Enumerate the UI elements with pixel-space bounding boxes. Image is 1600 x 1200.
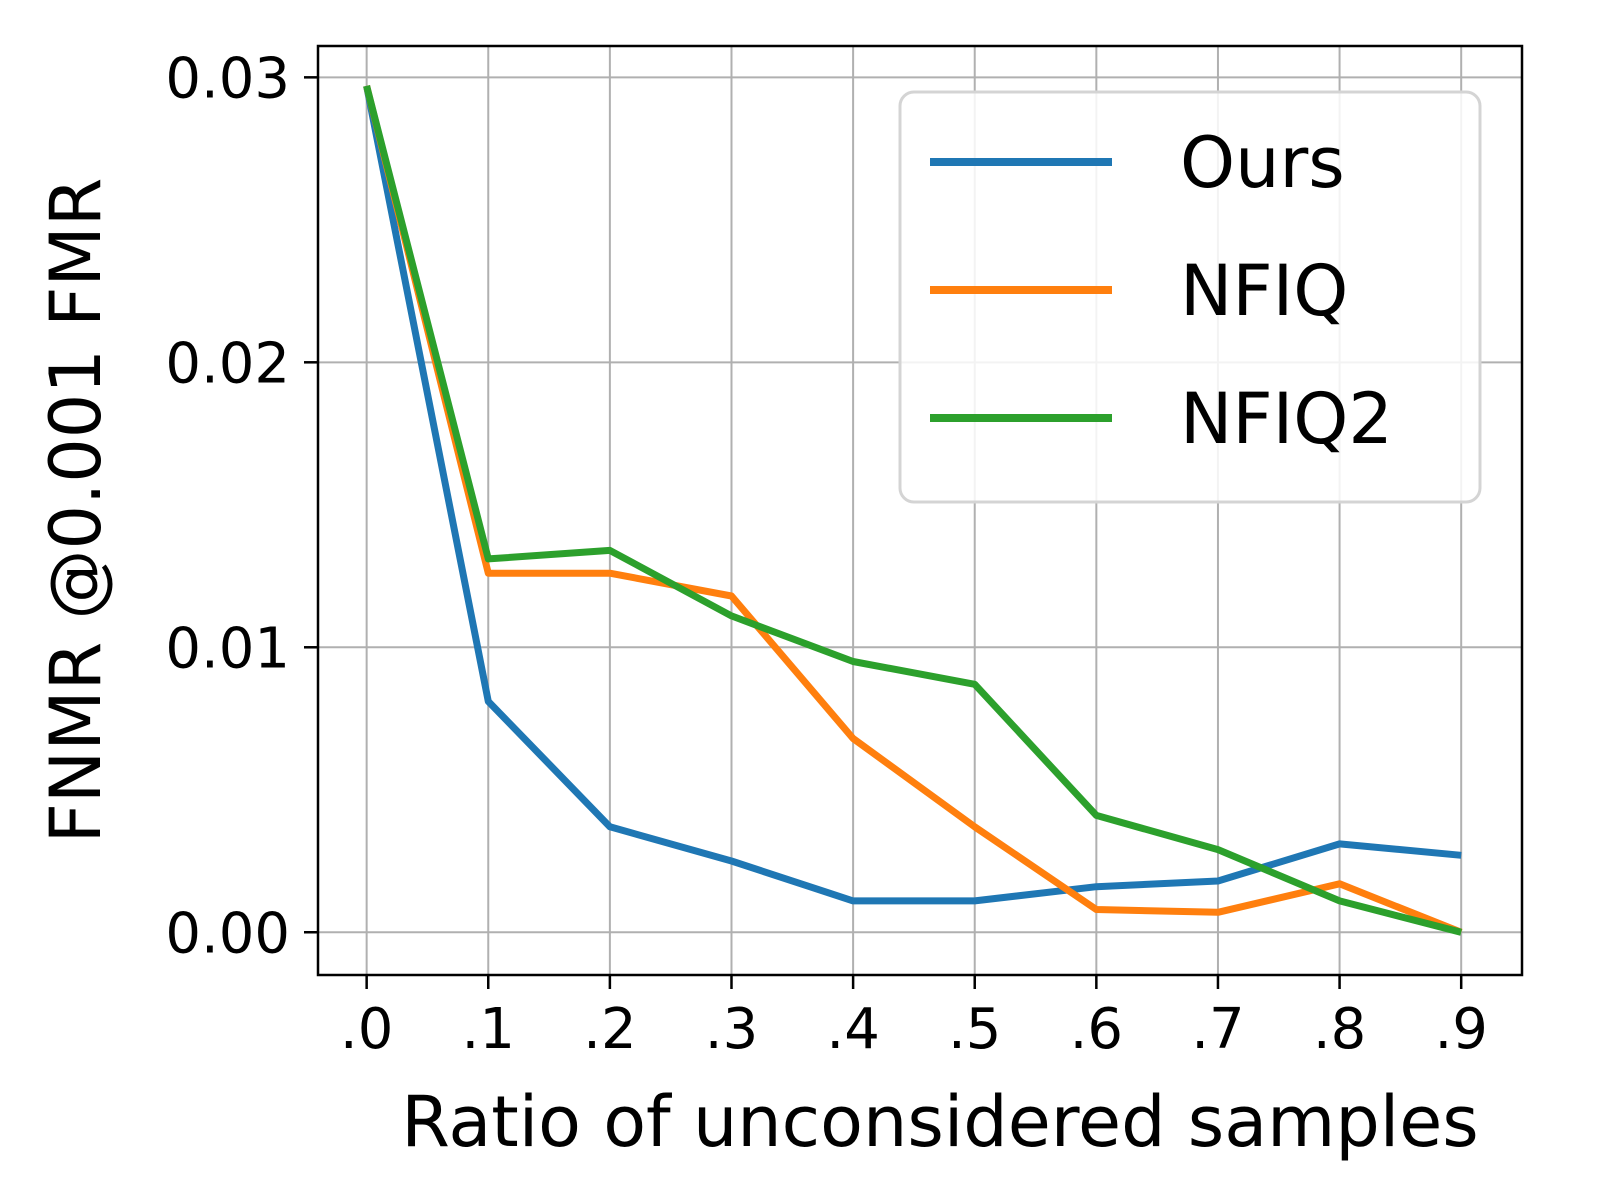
series-line-nfiq2: [363, 85, 1463, 936]
y-axis-title: FNMR @0.001 FMR: [35, 178, 117, 844]
axis-ticks: [304, 76, 1463, 989]
x-tick-label: .0: [340, 997, 393, 1062]
plot-frame: [316, 44, 1524, 977]
x-axis-title: Ratio of unconsidered samples: [401, 1081, 1478, 1163]
y-tick-label: 0.01: [165, 616, 290, 681]
x-tick-label: .9: [1434, 997, 1487, 1062]
x-tick-label: .4: [826, 997, 879, 1062]
y-tick-label: 0.02: [165, 331, 290, 396]
series-lines: [363, 85, 1463, 936]
x-tick-label: .5: [948, 997, 1001, 1062]
tick-labels: .0 .1 .2 .3 .4 .5 .6 .7 .8 .9 0.00 0.01 0.02 0.03: [165, 46, 1488, 1062]
y-tick-label: 0.00: [165, 901, 290, 966]
x-tick-label: .8: [1313, 997, 1366, 1062]
legend: Ours NFIQ NFIQ2: [898, 90, 1482, 504]
series-line-nfiq: [363, 85, 1463, 936]
x-tick-label: .3: [705, 997, 758, 1062]
x-tick-label: .1: [462, 997, 515, 1062]
series-line-ours: [363, 85, 1462, 905]
legend-label-nfiq2: NFIQ2: [1180, 378, 1393, 460]
x-tick-label: .6: [1070, 997, 1123, 1062]
legend-label-ours: Ours: [1180, 122, 1345, 204]
y-tick-label: 0.03: [165, 46, 290, 111]
legend-label-nfiq: NFIQ: [1180, 250, 1348, 332]
x-tick-label: .2: [583, 997, 636, 1062]
x-tick-label: .7: [1191, 997, 1244, 1062]
legend-box: [898, 90, 1482, 504]
